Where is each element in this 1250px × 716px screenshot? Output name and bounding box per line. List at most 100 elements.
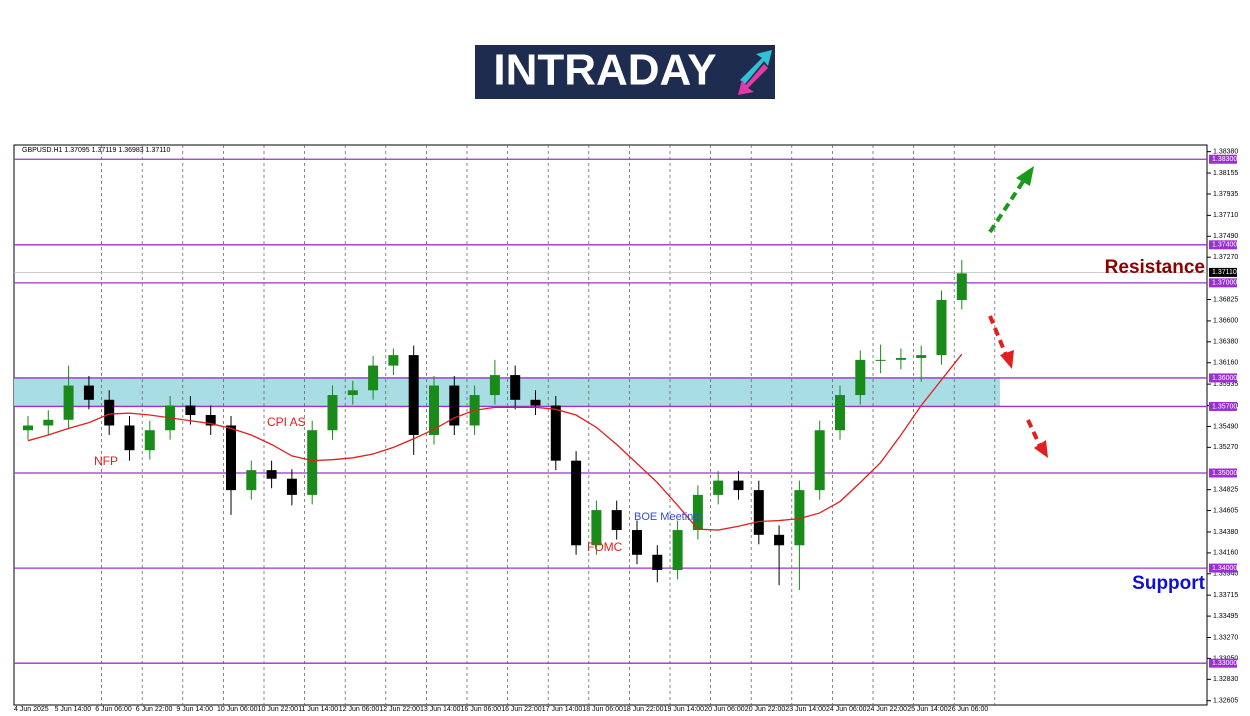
candle-body bbox=[835, 395, 845, 431]
x-tick-label: 20 Jun 22:00 bbox=[745, 706, 786, 713]
y-tick-label: 1.38380 bbox=[1213, 148, 1238, 155]
level-label: 1.35700 bbox=[1212, 403, 1237, 410]
candle-body bbox=[104, 399, 115, 426]
candle-body bbox=[530, 399, 541, 406]
level-label: 1.37400 bbox=[1212, 242, 1237, 249]
candle-body bbox=[794, 490, 805, 546]
x-tick-label: 24 Jun 22:00 bbox=[867, 706, 908, 713]
candle-body bbox=[347, 390, 358, 396]
annotation: NFP bbox=[94, 454, 118, 468]
x-tick-label: 24 Jun 06:00 bbox=[826, 706, 867, 713]
candle-body bbox=[429, 385, 439, 435]
level-box bbox=[1209, 563, 1237, 573]
level-box bbox=[1209, 658, 1237, 668]
x-tick-label: 16 Jun 06:00 bbox=[461, 706, 502, 713]
level-box bbox=[1209, 373, 1237, 383]
x-tick-label: 25 Jun 14:00 bbox=[907, 706, 948, 713]
candle-body bbox=[936, 299, 947, 356]
level-box bbox=[1209, 240, 1237, 250]
x-tick-label: 5 Jun 14:00 bbox=[55, 706, 92, 713]
candle-body bbox=[774, 534, 785, 546]
plot-frame bbox=[13, 144, 1208, 706]
y-tick-label: 1.36160 bbox=[1213, 360, 1238, 367]
level-label: 1.34000 bbox=[1212, 565, 1237, 572]
y-tick-label: 1.34605 bbox=[1213, 507, 1238, 514]
level-box bbox=[1209, 401, 1237, 411]
level-label: 1.33000 bbox=[1212, 660, 1237, 667]
level-label: 1.35000 bbox=[1212, 470, 1237, 477]
plot bbox=[13, 144, 1208, 706]
candle-body bbox=[124, 425, 135, 451]
y-tick-label: 1.37710 bbox=[1213, 212, 1238, 219]
x-tick-label: 6 Jun 22:00 bbox=[136, 706, 173, 713]
y-tick-label: 1.37270 bbox=[1213, 254, 1238, 261]
level-box bbox=[1209, 278, 1237, 288]
y-tick-label: 1.33270 bbox=[1213, 634, 1238, 641]
y-tick-label: 1.34160 bbox=[1213, 550, 1238, 557]
x-tick-label: 18 Jun 06:00 bbox=[582, 706, 623, 713]
y-tick-label: 1.38155 bbox=[1213, 170, 1238, 177]
y-tick-label: 1.32605 bbox=[1213, 698, 1238, 705]
x-tick-label: 6 Jun 06:00 bbox=[95, 706, 132, 713]
arrow-head bbox=[1034, 440, 1048, 458]
candle-body bbox=[286, 478, 297, 495]
level-label: 1.38300 bbox=[1212, 156, 1237, 163]
candle-body bbox=[652, 554, 663, 570]
y-tick-label: 1.33940 bbox=[1213, 571, 1238, 578]
candle-body bbox=[408, 355, 419, 435]
candle-body bbox=[571, 460, 582, 546]
x-tick-label: 11 Jun 14:00 bbox=[298, 706, 338, 713]
x-tick-label: 19 Jun 14:00 bbox=[664, 706, 705, 713]
candle-body bbox=[144, 430, 155, 451]
x-tick-label: 10 Jun 06:00 bbox=[217, 706, 258, 713]
y-tick-label: 1.35490 bbox=[1213, 423, 1238, 430]
annotation: CPI AS bbox=[267, 415, 306, 429]
x-tick-label: 10 Jun 22:00 bbox=[258, 706, 299, 713]
x-tick-label: 12 Jun 06:00 bbox=[339, 706, 380, 713]
candle-body bbox=[692, 494, 703, 531]
candle-body bbox=[327, 395, 338, 431]
candle-body bbox=[63, 385, 74, 420]
arrow-down bbox=[988, 315, 1008, 356]
candle-body bbox=[550, 405, 561, 461]
y-tick-label: 1.33495 bbox=[1213, 613, 1238, 620]
candle-body bbox=[875, 359, 886, 361]
current-price-label: 1.37110 bbox=[1212, 269, 1237, 276]
y-tick-label: 1.36380 bbox=[1213, 339, 1238, 346]
candle-body bbox=[632, 530, 642, 555]
annotation: BOE Meeting bbox=[634, 511, 699, 523]
y-tick-label: 1.37935 bbox=[1213, 191, 1238, 198]
candle-body bbox=[449, 385, 460, 426]
candle-body bbox=[226, 425, 236, 491]
level-box bbox=[1209, 154, 1237, 164]
arrow-head bbox=[1016, 166, 1034, 186]
candle-body bbox=[205, 415, 216, 426]
candle-body bbox=[753, 490, 764, 535]
y-tick-label: 1.35935 bbox=[1213, 381, 1238, 388]
y-tick-label: 1.34825 bbox=[1213, 486, 1238, 493]
candle-body bbox=[713, 480, 724, 495]
candle-body bbox=[266, 470, 277, 479]
candle-body bbox=[672, 530, 683, 570]
candle-body bbox=[733, 480, 744, 491]
candle-body bbox=[368, 365, 379, 391]
arrow-up bbox=[988, 178, 1026, 234]
annotation: FOMC bbox=[587, 540, 623, 554]
candle-body bbox=[895, 357, 906, 360]
candle-body bbox=[855, 359, 866, 396]
x-tick-label: 13 Jun 14:00 bbox=[420, 706, 461, 713]
y-tick-label: 1.36825 bbox=[1213, 296, 1238, 303]
candle-body bbox=[43, 419, 54, 426]
x-tick-label: 17 Jun 14:00 bbox=[542, 706, 583, 713]
arrow-down bbox=[1026, 419, 1042, 447]
level-box bbox=[1209, 468, 1237, 478]
logo-text: INTRADAY bbox=[493, 46, 716, 95]
y-tick-label: 1.32830 bbox=[1213, 676, 1238, 683]
x-tick-label: 9 Jun 14:00 bbox=[176, 706, 213, 713]
candle-body bbox=[510, 375, 521, 400]
level-label: 1.37000 bbox=[1212, 280, 1237, 287]
candle-body bbox=[489, 375, 500, 396]
y-tick-label: 1.36600 bbox=[1213, 318, 1238, 325]
